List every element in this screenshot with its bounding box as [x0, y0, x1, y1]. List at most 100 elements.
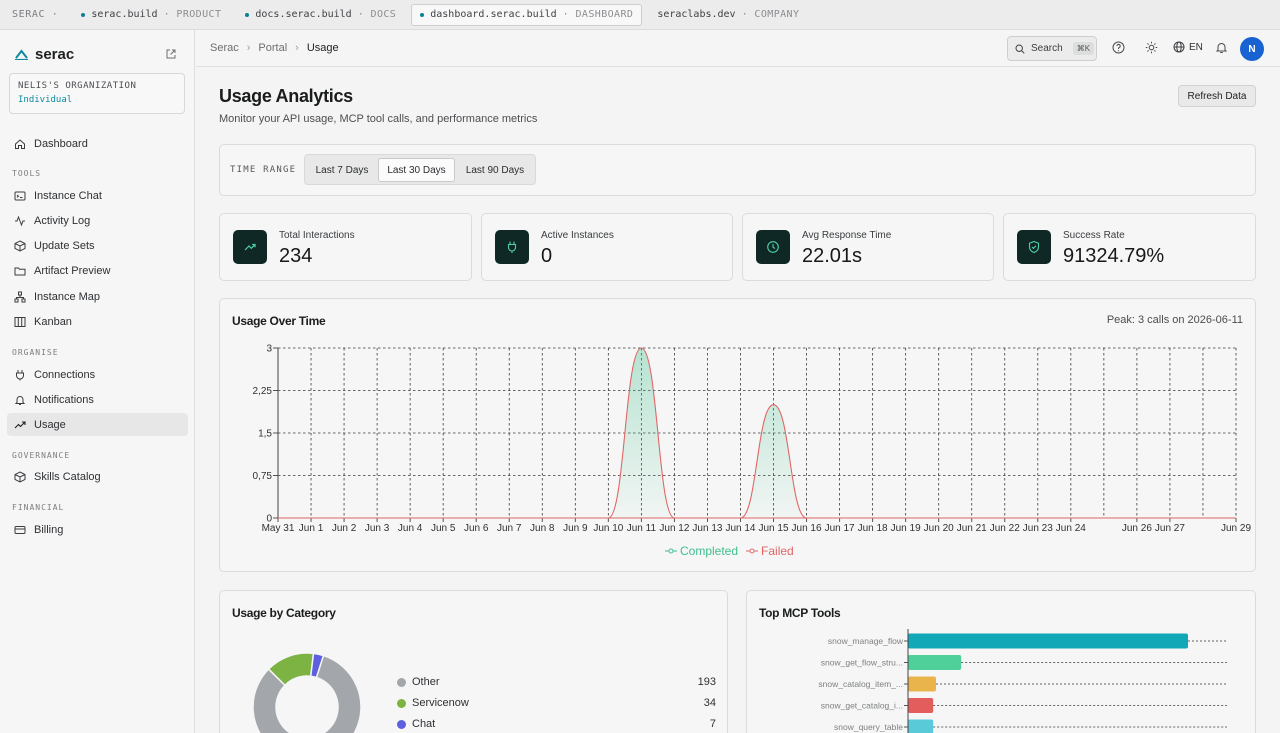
plug-icon: [16, 369, 24, 380]
sidebar-item-label: Instance Map: [34, 290, 101, 303]
chevron-right-icon: ›: [295, 42, 299, 54]
stat-value: 0: [541, 245, 553, 267]
donut-slice-chat: [309, 652, 325, 679]
sidebar-item-label: Dashboard: [34, 137, 88, 150]
sidebar: serac NELIS'S ORGANIZATION Individual Da…: [0, 30, 195, 733]
usage-line-chart: 0 0,75 1,5 2,25 3 May 31 Jun 1 Jun 2 Jun 3 Jun 4 J…: [253, 344, 1252, 535]
trending-up-icon: [233, 230, 267, 264]
clock-icon: [756, 230, 790, 264]
language-selector[interactable]: EN: [1173, 41, 1203, 53]
x-tick-label: Jun 10: [593, 523, 623, 534]
x-tick-label: Jun 22: [990, 523, 1020, 534]
page-title: Usage Analytics: [219, 86, 353, 106]
legend-failed[interactable]: Failed: [746, 544, 794, 558]
sidebar-item-activity-log[interactable]: Activity Log: [7, 209, 188, 232]
y-tick-label: 0,75: [253, 471, 273, 482]
x-tick-label: Jun 19: [891, 523, 921, 534]
brand-tag: SERAC ·: [12, 9, 59, 20]
x-tick-label: Jun 9: [563, 523, 588, 534]
breadcrumb-portal[interactable]: Portal: [258, 42, 288, 54]
breadcrumb-serac[interactable]: Serac: [210, 42, 239, 54]
avatar[interactable]: N: [1240, 37, 1264, 61]
section-financial: FINANCIAL: [12, 503, 65, 512]
legend-swatch: [397, 677, 406, 687]
stat-card-active-instances: Active Instances 0: [481, 213, 733, 281]
x-tick-label: Jun 2: [332, 523, 357, 534]
peak-label: Peak: 3 calls on 2026-06-11: [1106, 314, 1243, 326]
category-value: 7: [709, 718, 716, 730]
x-tick-label: Jun 1: [299, 523, 324, 534]
help-icon[interactable]: [1112, 41, 1125, 54]
stat-value: 22.01s: [802, 245, 863, 267]
logo-text: serac: [35, 46, 75, 63]
external-link-icon[interactable]: [166, 49, 176, 59]
sidebar-item-usage[interactable]: Usage: [7, 413, 188, 436]
tab-docs[interactable]: docs.serac.build · DOCS: [236, 4, 405, 26]
stat-card-success-rate: Success Rate 91324.79%: [1003, 213, 1256, 281]
sidebar-item-artifact-preview[interactable]: Artifact Preview: [7, 259, 188, 282]
tool-bar: [908, 633, 1188, 649]
tab-dashboard[interactable]: dashboard.serac.build · DASHBOARD: [411, 3, 643, 26]
page-header: Serac › Portal › Usage Search ⌘K EN N: [196, 30, 1280, 67]
sidebar-item-kanban[interactable]: Kanban: [7, 310, 188, 333]
y-tick-label: 3: [266, 344, 272, 355]
refresh-data-button[interactable]: Refresh Data: [1178, 85, 1256, 107]
option-last-7-days[interactable]: Last 7 Days: [315, 164, 369, 176]
sidebar-item-instance-map[interactable]: Instance Map: [7, 285, 188, 308]
sidebar-item-label: Skills Catalog: [34, 470, 101, 483]
donut-slice-other: [252, 654, 362, 733]
serac-logo-icon: [15, 49, 28, 60]
sidebar-item-connections[interactable]: Connections: [7, 363, 188, 386]
option-last-90-days[interactable]: Last 90 Days: [465, 164, 525, 176]
tab-label: dashboard.serac.build: [430, 9, 557, 20]
site-dot-icon: [245, 12, 250, 17]
x-tick-label: Jun 18: [858, 523, 888, 534]
plug-icon: [495, 230, 529, 264]
category-row-other[interactable]: Other 193: [397, 672, 716, 692]
section-tools: TOOLS: [12, 169, 42, 178]
folder-icon: [14, 267, 26, 275]
chart-legend: Completed Failed: [665, 544, 802, 558]
legend-label: Completed: [680, 544, 739, 558]
category-row-chat[interactable]: Chat 7: [397, 714, 716, 733]
package-icon: [14, 239, 26, 252]
tab-serac-build[interactable]: serac.build · PRODUCT: [72, 4, 230, 26]
sun-icon[interactable]: [1145, 41, 1158, 54]
x-tick-label: Jun 5: [431, 523, 456, 534]
sidebar-item-dashboard[interactable]: Dashboard: [7, 132, 188, 155]
sidebar-item-label: Instance Chat: [34, 189, 102, 202]
tab-company[interactable]: seraclabs.dev · COMPANY: [648, 4, 808, 26]
chevron-right-icon: ›: [246, 42, 251, 54]
bell-icon: [14, 395, 26, 405]
bell-icon[interactable]: [1215, 41, 1228, 54]
stat-card-avg-response: Avg Response Time 22.01s: [742, 213, 994, 281]
search-label: Search: [1031, 43, 1063, 54]
completed-area: [278, 348, 1236, 518]
top-bar: SERAC · serac.build · PRODUCT docs.serac.…: [0, 0, 1280, 30]
search-shortcut: ⌘K: [1072, 42, 1095, 55]
time-range-card: TIME RANGE Last 7 Days Last 30 Days Last…: [219, 144, 1256, 196]
kanban-icon: [14, 316, 26, 327]
sidebar-item-billing[interactable]: Billing: [7, 518, 188, 541]
credit-card-icon: [14, 525, 26, 534]
category-label: Servicenow: [412, 697, 469, 709]
legend-completed-marker: [665, 548, 677, 554]
logo[interactable]: serac: [15, 46, 74, 63]
globe-icon: [1173, 41, 1185, 53]
sidebar-item-skills-catalog[interactable]: Skills Catalog: [7, 465, 188, 488]
category-row-servicenow[interactable]: Servicenow 34: [397, 693, 716, 713]
tool-bar: [908, 719, 934, 733]
stat-card-total-interactions: Total Interactions 234: [219, 213, 472, 281]
legend-completed[interactable]: Completed: [665, 544, 738, 558]
sidebar-item-label: Artifact Preview: [34, 264, 111, 277]
option-last-30-days[interactable]: Last 30 Days: [378, 158, 455, 182]
sidebar-item-label: Kanban: [34, 315, 72, 328]
sidebar-item-notifications[interactable]: Notifications: [7, 388, 188, 411]
search-button[interactable]: Search ⌘K: [1007, 36, 1097, 61]
category-value: 34: [703, 697, 716, 709]
sidebar-item-instance-chat[interactable]: Instance Chat: [7, 184, 188, 207]
org-switcher[interactable]: NELIS'S ORGANIZATION Individual: [9, 73, 185, 114]
top-mcp-tools-card: Top MCP Tools snow_manage_flow snow_get_f…: [746, 590, 1256, 733]
sidebar-item-update-sets[interactable]: Update Sets: [7, 234, 188, 257]
network-icon: [14, 291, 26, 302]
